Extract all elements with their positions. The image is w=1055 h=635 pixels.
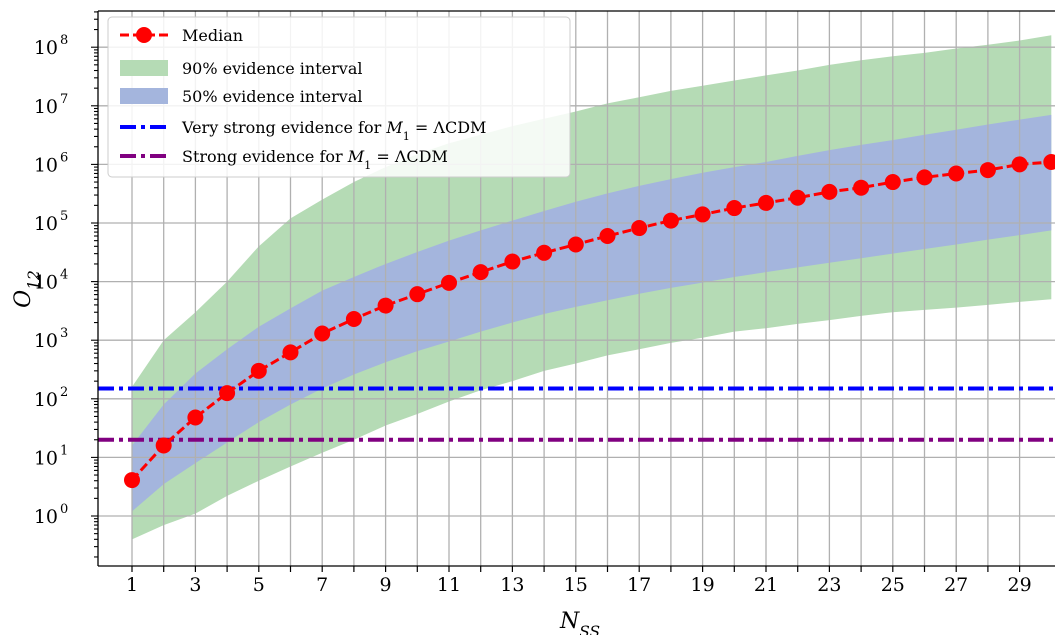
y-tick-exponent: 5 — [60, 209, 68, 224]
x-tick-label: 29 — [1008, 574, 1032, 596]
x-tick-label: 9 — [380, 574, 392, 596]
x-tick-label: 27 — [944, 574, 968, 596]
y-tick-exponent: 3 — [60, 326, 68, 341]
y-tick-exponent: 1 — [60, 443, 68, 458]
legend-box — [107, 16, 571, 178]
y-tick-label: 10 — [34, 96, 58, 118]
legend-label-3: Very strong evidence for M1 = ΛCDM — [181, 118, 486, 143]
y-tick-label: 10 — [34, 389, 58, 411]
median-point — [948, 165, 965, 182]
median-point — [1043, 153, 1055, 170]
y-tick-label: 10 — [34, 447, 58, 469]
y-tick-exponent: 4 — [60, 268, 68, 283]
legend-label-0: Median — [182, 26, 243, 45]
x-tick-label: 21 — [754, 574, 778, 596]
y-tick-exponent: 7 — [60, 92, 68, 107]
median-point — [472, 264, 489, 281]
y-tick-label: 10 — [34, 506, 58, 528]
median-point — [789, 189, 806, 206]
median-point — [441, 274, 457, 291]
legend-label-4: Strong evidence for M1 = ΛCDM — [182, 147, 448, 172]
median-point — [1011, 156, 1028, 173]
median-point — [916, 169, 933, 186]
legend-label-1: 90% evidence interval — [182, 59, 362, 78]
median-point — [631, 220, 648, 237]
median-point — [219, 385, 236, 402]
legend-label-2: 50% evidence interval — [182, 87, 362, 106]
median-point — [853, 179, 870, 196]
x-tick-label: 15 — [564, 574, 588, 596]
median-point — [726, 200, 743, 217]
median-point — [409, 286, 426, 303]
x-tick-label: 17 — [627, 574, 651, 596]
median-point — [155, 437, 172, 454]
median-point — [567, 236, 584, 253]
x-tick-label: 19 — [691, 574, 715, 596]
median-point — [758, 194, 774, 211]
y-tick-label: 10 — [34, 330, 58, 352]
x-tick-label: 7 — [316, 574, 328, 596]
x-tick-label: 11 — [437, 574, 461, 596]
y-tick-exponent: 0 — [60, 502, 68, 517]
x-tick-label: 5 — [253, 574, 265, 596]
y-tick-exponent: 6 — [60, 150, 68, 165]
median-point — [979, 162, 996, 179]
legend-patch — [120, 88, 168, 104]
y-tick-label: 10 — [34, 213, 58, 235]
legend-median-marker — [136, 27, 152, 43]
median-point — [377, 297, 394, 314]
x-tick-label: 1 — [126, 574, 138, 596]
y-tick-label: 10 — [34, 37, 58, 59]
median-point — [124, 472, 140, 489]
x-tick-label: 25 — [881, 574, 905, 596]
median-point — [884, 174, 901, 191]
y-tick-label: 10 — [34, 272, 58, 294]
x-tick-label: 23 — [817, 574, 841, 596]
x-tick-label: 3 — [189, 574, 201, 596]
median-point — [345, 311, 362, 328]
y-tick-label: 10 — [34, 154, 58, 176]
median-point — [821, 183, 838, 200]
legend-patch — [120, 60, 168, 76]
x-tick-label: 13 — [500, 574, 524, 596]
median-point — [504, 253, 521, 270]
y-axis-label: O12 — [11, 270, 43, 308]
median-point — [536, 244, 553, 261]
median-point — [694, 206, 711, 223]
y-tick-exponent: 8 — [60, 33, 68, 48]
median-point — [282, 344, 299, 361]
median-point — [187, 409, 204, 426]
median-point — [314, 325, 331, 342]
median-point — [250, 362, 267, 379]
x-axis-label: NSS — [559, 609, 600, 635]
median-point — [662, 212, 679, 229]
confidence-band-50 — [132, 114, 1052, 512]
median-point — [599, 228, 616, 245]
y-tick-exponent: 2 — [60, 385, 68, 400]
